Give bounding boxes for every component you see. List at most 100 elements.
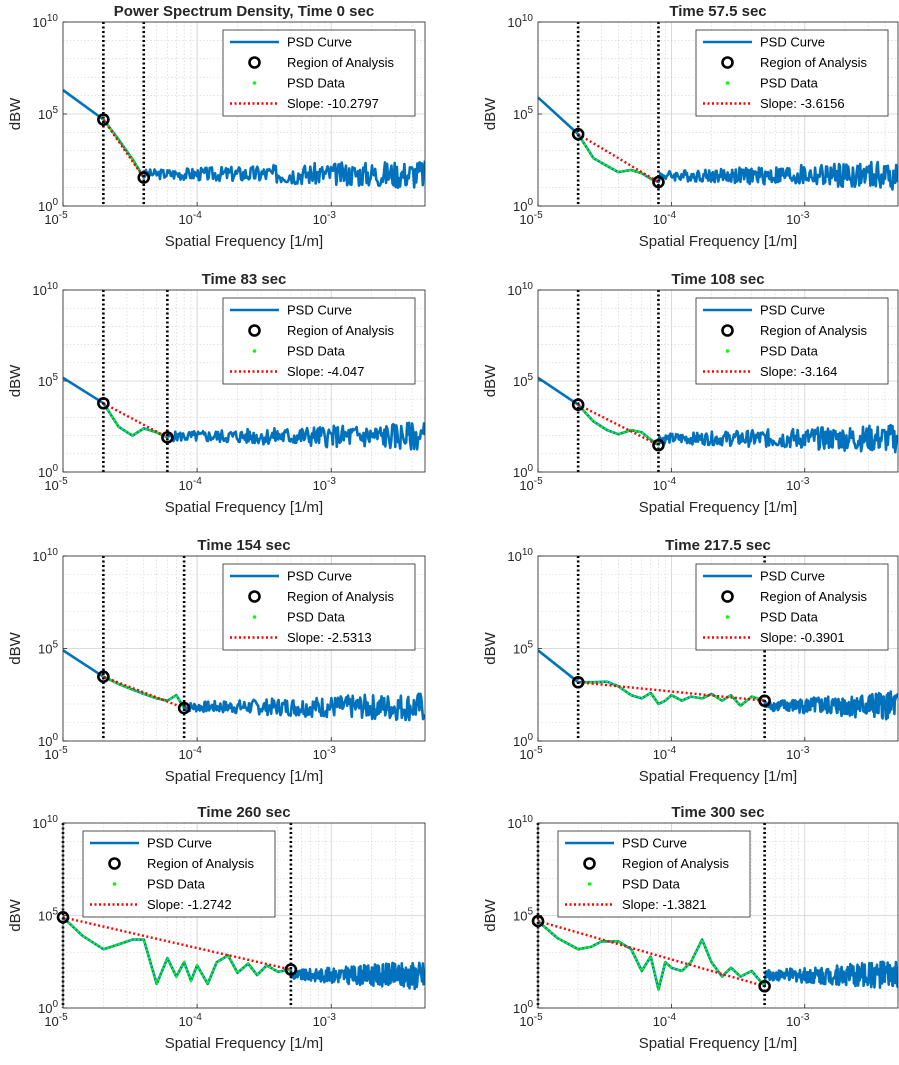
x-axis-label: Spatial Frequency [1/m] <box>639 768 797 785</box>
x-tick-label: 10-4 <box>178 210 202 227</box>
legend-box <box>695 563 889 651</box>
legend-entry: PSD Data <box>760 344 819 359</box>
x-tick-label: 10-5 <box>44 745 68 762</box>
legend: PSD Curve Region of Analysis PSD Data Slope… <box>695 29 889 117</box>
region-marker-start <box>97 670 110 683</box>
y-tick-label: 100 <box>38 197 58 214</box>
legend-region-swatch <box>721 590 734 603</box>
legend-region-swatch <box>721 324 734 337</box>
y-axis-label: dBW <box>482 631 499 664</box>
legend-region-swatch <box>583 857 596 870</box>
y-tick-label: 100 <box>38 463 58 480</box>
legend-entry: PSD Data <box>622 877 681 892</box>
y-tick-label: 1010 <box>507 814 533 831</box>
psd-curve-line <box>63 916 425 991</box>
region-marker-start <box>97 396 110 410</box>
region-marker-end <box>652 438 665 452</box>
legend-entry: Slope: -2.5313 <box>287 630 372 645</box>
region-marker-start <box>571 398 585 411</box>
y-axis-label: dBW <box>482 898 499 931</box>
legend-entry: Slope: -1.2742 <box>147 897 232 912</box>
slope-fit-line <box>63 916 292 971</box>
legend-box <box>695 297 889 385</box>
x-axis-label: Spatial Frequency [1/m] <box>165 768 323 785</box>
x-tick-label: 10-5 <box>44 476 68 493</box>
legend-entry: Region of Analysis <box>622 856 729 871</box>
legend-psd-data-swatch <box>725 349 730 353</box>
y-tick-label: 1010 <box>507 13 533 30</box>
y-tick-label: 105 <box>38 105 58 122</box>
psd-subplot-1: 10-5 10-4 10-3 100 105 1010 Power Spectrum Den… <box>7 3 426 250</box>
legend-psd-data-swatch <box>112 882 117 886</box>
psd-data-points <box>577 680 766 708</box>
subplot-title: Time 260 sec <box>197 804 290 821</box>
y-axis-label: dBW <box>482 97 499 130</box>
region-marker-start <box>571 675 585 689</box>
x-tick-label: 10-3 <box>313 1012 337 1029</box>
x-tick-label: 10-3 <box>786 745 810 762</box>
psd-curve-line <box>538 649 898 721</box>
region-marker-end <box>161 431 174 444</box>
psd-data-points <box>102 402 169 439</box>
x-tick-label: 10-5 <box>44 210 68 227</box>
legend-entry: Slope: -4.047 <box>287 364 364 379</box>
legend-entry: PSD Curve <box>287 303 352 318</box>
legend: PSD Curve Region of Analysis PSD Data Slope… <box>557 830 751 918</box>
y-tick-label: 105 <box>513 372 533 389</box>
slope-fit-line <box>577 133 660 184</box>
psd-data-points <box>63 916 292 987</box>
legend-entry: PSD Curve <box>760 569 825 584</box>
psd-subplot-2: 10-5 10-4 10-3 100 105 1010 Time 57.5 sec Spati… <box>482 3 899 250</box>
legend-entry: PSD Data <box>147 877 206 892</box>
legend-psd-data-swatch <box>252 615 257 619</box>
legend-psd-data-swatch <box>252 81 257 85</box>
legend-entry: Region of Analysis <box>287 323 394 338</box>
region-marker-end <box>758 979 771 993</box>
legend-region-swatch <box>248 56 261 69</box>
x-tick-label: 10-5 <box>519 1012 543 1029</box>
x-axis-label: Spatial Frequency [1/m] <box>165 1035 323 1052</box>
legend-entry: PSD Curve <box>760 303 825 318</box>
x-tick-label: 10-4 <box>653 476 677 493</box>
y-tick-label: 105 <box>38 907 58 924</box>
region-marker-start <box>97 113 110 126</box>
x-tick-label: 10-4 <box>653 745 677 762</box>
x-axis-label: Spatial Frequency [1/m] <box>639 1035 797 1052</box>
y-axis-label: dBW <box>482 364 499 397</box>
region-marker-end <box>177 701 191 715</box>
legend-entry: PSD Data <box>287 344 346 359</box>
region-marker-end <box>652 175 665 189</box>
legend: PSD Curve Region of Analysis PSD Data Slope… <box>222 29 416 117</box>
legend: PSD Curve Region of Analysis PSD Data Slope… <box>222 297 416 385</box>
psd-subplot-4: 10-5 10-4 10-3 100 105 1010 Time 108 sec Spatia… <box>482 271 899 516</box>
y-tick-label: 100 <box>513 732 533 749</box>
legend-box <box>82 830 276 918</box>
legend: PSD Curve Region of Analysis PSD Data Slope… <box>222 563 416 651</box>
y-tick-label: 1010 <box>32 281 58 298</box>
psd-curve-line <box>63 89 425 189</box>
legend-entry: PSD Curve <box>760 35 825 50</box>
legend: PSD Curve Region of Analysis PSD Data Slope… <box>695 297 889 385</box>
subplot-title: Time 300 sec <box>671 804 764 821</box>
legend-region-swatch <box>108 857 121 870</box>
subplot-title: Time 57.5 sec <box>669 3 766 20</box>
psd-curve-line <box>538 96 898 191</box>
x-tick-label: 10-4 <box>653 1012 677 1029</box>
psd-data-points <box>577 403 660 447</box>
slope-fit-line <box>577 403 659 447</box>
legend-entry: Slope: -3.6156 <box>760 96 845 111</box>
legend-entry: Slope: -0.3901 <box>760 630 845 645</box>
subplot-title: Time 108 sec <box>671 271 764 288</box>
subplot-title: Time 83 sec <box>202 271 287 288</box>
psd-data-points <box>538 920 766 990</box>
subplot-title: Power Spectrum Density, Time 0 sec <box>114 3 374 20</box>
x-tick-label: 10-3 <box>313 210 337 227</box>
x-axis-label: Spatial Frequency [1/m] <box>165 233 323 250</box>
legend: PSD Curve Region of Analysis PSD Data Slope… <box>695 563 889 651</box>
legend-entry: Region of Analysis <box>147 856 254 871</box>
region-marker-end <box>137 171 151 184</box>
x-tick-label: 10-4 <box>178 745 202 762</box>
legend-box <box>695 29 889 117</box>
psd-subplot-6: 10-5 10-4 10-3 100 105 1010 Time 217.5 sec Spat… <box>482 537 899 785</box>
legend-box <box>222 563 416 651</box>
